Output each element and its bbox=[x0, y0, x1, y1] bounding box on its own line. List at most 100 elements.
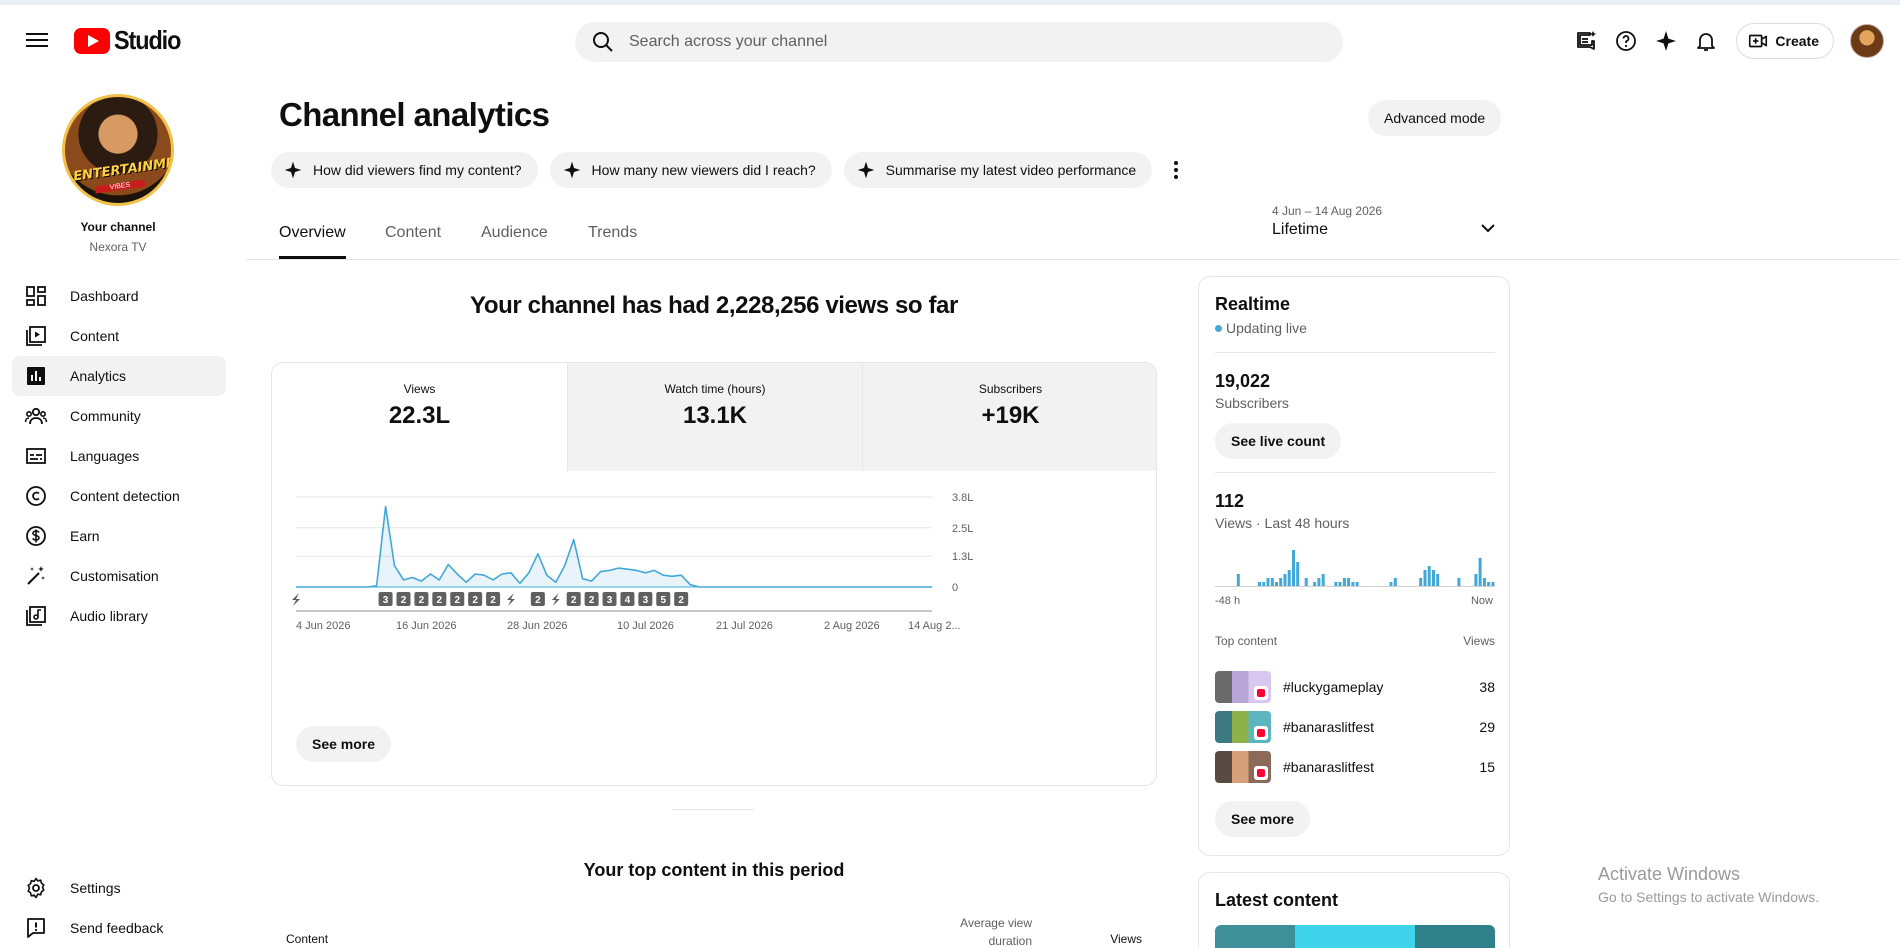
latest-content-panel: Latest content bbox=[1198, 872, 1510, 948]
sidebar-item-languages[interactable]: Languages bbox=[12, 436, 226, 476]
dashboard-icon bbox=[26, 286, 46, 306]
chevron-down-icon bbox=[1481, 224, 1495, 233]
y-tick-label: 2.5L bbox=[952, 523, 973, 535]
subtitles-icon bbox=[26, 448, 46, 464]
publish-marker-count: 4 bbox=[625, 595, 631, 606]
channel-name: Nexora TV bbox=[89, 240, 147, 254]
sidebar-item-customisation[interactable]: Customisation bbox=[12, 556, 226, 596]
see-more-button[interactable]: See more bbox=[296, 726, 392, 762]
section-divider bbox=[672, 809, 754, 810]
shorts-marker-icon bbox=[292, 593, 300, 606]
ai-button[interactable] bbox=[1646, 21, 1686, 61]
mini-chart-bar bbox=[1393, 578, 1397, 586]
table-header-views[interactable]: Views bbox=[1110, 932, 1142, 946]
metric-watch-time[interactable]: Watch time (hours) 13.1K bbox=[567, 363, 862, 471]
publish-marker-count: 2 bbox=[419, 595, 425, 606]
sidebar-item-label: Earn bbox=[70, 528, 100, 544]
publish-marker bbox=[378, 592, 393, 606]
gear-icon bbox=[27, 877, 45, 899]
search-bar[interactable] bbox=[575, 22, 1343, 62]
menu-icon[interactable] bbox=[24, 29, 50, 51]
mini-chart-bar bbox=[1355, 582, 1359, 586]
sidebar-item-content[interactable]: Content bbox=[12, 316, 226, 356]
sidebar-item-earn[interactable]: Earn bbox=[12, 516, 226, 556]
metric-views[interactable]: Views 22.3L bbox=[272, 363, 567, 471]
mini-chart-bar bbox=[1351, 582, 1355, 586]
sidebar-item-audio-library[interactable]: Audio library bbox=[12, 596, 226, 636]
tab-audience[interactable]: Audience bbox=[481, 224, 548, 241]
table-header-avg-line1: Average view bbox=[960, 916, 1032, 930]
table-header-content[interactable]: Content bbox=[286, 932, 329, 946]
comments-button[interactable] bbox=[1566, 21, 1606, 61]
studio-logo[interactable]: Studio bbox=[74, 25, 188, 56]
x-tick-label: 10 Jul 2026 bbox=[617, 620, 674, 632]
sidebar-item-content-detection[interactable]: Content detection bbox=[12, 476, 226, 516]
mini-chart-bar bbox=[1313, 582, 1317, 586]
help-button[interactable] bbox=[1606, 21, 1646, 61]
page-title: Channel analytics bbox=[279, 96, 550, 133]
publish-marker-count: 2 bbox=[437, 595, 443, 606]
metric-subscribers[interactable]: Subscribers +19K bbox=[862, 363, 1156, 471]
sidebar-item-send-feedback[interactable]: Send feedback bbox=[12, 908, 226, 948]
publish-marker bbox=[620, 592, 635, 606]
mini-chart-bar bbox=[1334, 582, 1338, 586]
tab-overview[interactable]: Overview bbox=[279, 224, 346, 259]
metric-label: Views bbox=[403, 382, 436, 396]
sidebar-item-dashboard[interactable]: Dashboard bbox=[12, 276, 226, 316]
chip-new-viewers[interactable]: How many new viewers did I reach? bbox=[549, 152, 832, 188]
x-tick-label: 21 Jul 2026 bbox=[716, 620, 773, 632]
date-range-picker[interactable]: 4 Jun – 14 Aug 2026 Lifetime bbox=[1272, 204, 1500, 248]
video-views: 38 bbox=[1479, 679, 1495, 695]
list-item[interactable]: #banaraslitfest 15 bbox=[1215, 751, 1495, 783]
mini-chart-bar bbox=[1283, 574, 1287, 586]
mini-chart-bar bbox=[1487, 582, 1491, 586]
mini-chart-end-label: Now bbox=[1470, 595, 1493, 607]
shorts-marker-icon bbox=[551, 593, 560, 606]
mini-chart-bar bbox=[1389, 582, 1393, 586]
realtime-see-more-button[interactable]: See more bbox=[1215, 801, 1311, 837]
top-bar: Studio Create bbox=[0, 0, 1900, 72]
mini-chart-bar bbox=[1279, 578, 1283, 586]
watermark-line1: Activate Windows bbox=[1598, 864, 1741, 884]
watermark-line2: Go to Settings to activate Windows. bbox=[1598, 889, 1819, 905]
see-live-count-button[interactable]: See live count bbox=[1215, 423, 1342, 459]
chip-viewers-find[interactable]: How did viewers find my content? bbox=[271, 152, 538, 188]
publish-marker-count: 2 bbox=[401, 595, 407, 606]
avatar-logo-text: ENTERTAINMENT bbox=[72, 152, 174, 185]
search-input[interactable] bbox=[629, 33, 1309, 51]
video-views: 29 bbox=[1479, 719, 1495, 735]
publish-marker-count: 3 bbox=[607, 595, 613, 606]
mini-chart-bar bbox=[1296, 562, 1300, 586]
more-options-icon[interactable] bbox=[1164, 152, 1188, 188]
y-tick-label: 0 bbox=[952, 582, 958, 594]
help-icon bbox=[1616, 31, 1637, 51]
publish-marker-count: 2 bbox=[678, 595, 684, 606]
sparkle-icon bbox=[284, 161, 302, 179]
publish-marker bbox=[530, 592, 545, 606]
logo-text: Studio bbox=[114, 25, 181, 55]
notifications-button[interactable] bbox=[1686, 21, 1726, 61]
mini-chart-bar bbox=[1258, 582, 1261, 586]
mini-chart-bar bbox=[1432, 570, 1435, 586]
shorts-marker-icon bbox=[506, 593, 515, 606]
list-item[interactable]: #luckygameplay 38 bbox=[1215, 671, 1495, 703]
latest-content-thumbnail[interactable] bbox=[1215, 925, 1495, 948]
sidebar-item-settings[interactable]: Settings bbox=[12, 868, 226, 908]
chip-summarise[interactable]: Summarise my latest video performance bbox=[843, 152, 1153, 188]
publish-marker-count: 3 bbox=[643, 595, 649, 606]
tab-content[interactable]: Content bbox=[385, 224, 442, 241]
sidebar-item-community[interactable]: Community bbox=[12, 396, 226, 436]
account-avatar[interactable] bbox=[1850, 24, 1884, 58]
channel-avatar[interactable]: ENTERTAINMENT VIBES bbox=[62, 94, 174, 206]
list-item[interactable]: #banaraslitfest 29 bbox=[1215, 711, 1495, 743]
publish-marker-count: 2 bbox=[472, 595, 478, 606]
sidebar-item-analytics[interactable]: Analytics bbox=[12, 356, 226, 396]
table-header-avg-duration[interactable]: Average view duration bbox=[956, 914, 1032, 948]
publish-marker-count: 3 bbox=[383, 595, 389, 606]
create-button[interactable]: Create bbox=[1736, 23, 1834, 59]
tab-trends[interactable]: Trends bbox=[588, 224, 638, 241]
mini-chart-bar bbox=[1270, 578, 1274, 586]
content-icon bbox=[26, 326, 46, 346]
chip-label: Summarise my latest video performance bbox=[885, 162, 1137, 178]
advanced-mode-button[interactable]: Advanced mode bbox=[1368, 100, 1502, 136]
